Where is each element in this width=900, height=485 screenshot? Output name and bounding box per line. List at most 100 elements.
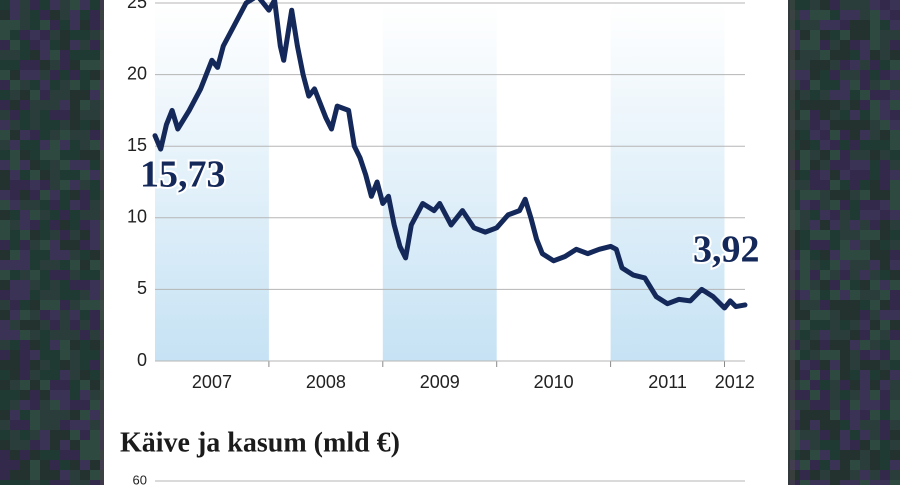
bg-tile (90, 290, 100, 300)
bg-tile (800, 140, 810, 150)
bg-tile (840, 160, 850, 170)
bg-tile (10, 0, 20, 10)
y-tick-label: 10 (127, 207, 147, 227)
bg-tile (890, 10, 900, 20)
bg-tile (60, 340, 70, 350)
bg-tile (20, 70, 30, 80)
bg-tile (50, 100, 60, 110)
bg-tile (50, 190, 60, 200)
bg-tile (40, 30, 50, 40)
bg-tile (880, 460, 890, 470)
bg-tile (90, 30, 100, 40)
bg-tile (80, 450, 90, 460)
bg-tile (870, 100, 880, 110)
bg-tile (890, 180, 900, 190)
bg-tile (80, 400, 90, 410)
bg-tile (870, 140, 880, 150)
bg-tile (0, 160, 10, 170)
bg-tile (890, 300, 900, 310)
bg-tile (70, 450, 80, 460)
bg-tile (10, 130, 20, 140)
bg-tile (840, 450, 850, 460)
bg-tile (20, 90, 30, 100)
bg-tile (70, 300, 80, 310)
bg-tile (880, 180, 890, 190)
bg-tile (830, 360, 840, 370)
bg-tile (840, 80, 850, 90)
bg-tile (870, 70, 880, 80)
bg-tile (40, 360, 50, 370)
bg-tile (80, 100, 90, 110)
bg-tile (40, 90, 50, 100)
bg-tile (860, 380, 870, 390)
bg-tile (860, 400, 870, 410)
bg-tile (810, 0, 820, 10)
bg-tile (870, 60, 880, 70)
bg-tile (50, 160, 60, 170)
bg-tile (890, 220, 900, 230)
bg-tile (860, 450, 870, 460)
bg-tile (50, 370, 60, 380)
bg-tile (40, 420, 50, 430)
bg-tile (20, 370, 30, 380)
bg-tile (30, 20, 40, 30)
bg-tile (870, 410, 880, 420)
bg-tile (860, 460, 870, 470)
plot: 2007 2008 2009 2010 2011 2012 0 5 10 15 20 25 60 (127, 0, 755, 485)
bg-tile (0, 110, 10, 120)
bg-tile (10, 180, 20, 190)
bg-tile (860, 420, 870, 430)
bg-tile (810, 320, 820, 330)
bg-tile (830, 40, 840, 50)
bg-tile (830, 200, 840, 210)
bg-tile (0, 320, 10, 330)
bg-tile (90, 370, 100, 380)
bg-tile (800, 80, 810, 90)
bg-tile (60, 40, 70, 50)
bg-tile (30, 380, 40, 390)
bg-tile (880, 390, 890, 400)
bg-tile (70, 460, 80, 470)
bg-tile (80, 300, 90, 310)
bg-tile (850, 440, 860, 450)
x-tick-label: 2008 (306, 372, 346, 392)
bg-tile (820, 190, 830, 200)
bg-tile (850, 20, 860, 30)
bg-tile (0, 30, 10, 40)
bg-tile (90, 150, 100, 160)
bg-tile (30, 10, 40, 20)
bg-tile (830, 230, 840, 240)
bg-tile (890, 390, 900, 400)
annotation: 3,92 (693, 229, 760, 271)
bg-tile (50, 450, 60, 460)
bg-tile (20, 110, 30, 120)
bg-tile (830, 80, 840, 90)
bg-tile (870, 240, 880, 250)
bg-tile (830, 170, 840, 180)
bg-tile (860, 440, 870, 450)
bg-tile (860, 430, 870, 440)
bg-tile (10, 260, 20, 270)
bg-tile (810, 100, 820, 110)
bg-tile (10, 160, 20, 170)
bg-tile (50, 430, 60, 440)
bg-tile (90, 270, 100, 280)
bg-tile (80, 340, 90, 350)
bg-tile (0, 70, 10, 80)
bg-tile (30, 480, 40, 485)
bg-tile (800, 220, 810, 230)
bg-tile (40, 50, 50, 60)
bg-tile (20, 100, 30, 110)
bg-tile (80, 200, 90, 210)
bg-tile (80, 60, 90, 70)
bg-tile (30, 290, 40, 300)
bg-tile (20, 440, 30, 450)
bg-tile (850, 50, 860, 60)
bg-tile (830, 300, 840, 310)
bg-tile (30, 410, 40, 420)
bg-tile (820, 130, 830, 140)
bg-tile (70, 470, 80, 480)
bg-tile (90, 470, 100, 480)
bg-tile (0, 470, 10, 480)
bg-tile (850, 400, 860, 410)
